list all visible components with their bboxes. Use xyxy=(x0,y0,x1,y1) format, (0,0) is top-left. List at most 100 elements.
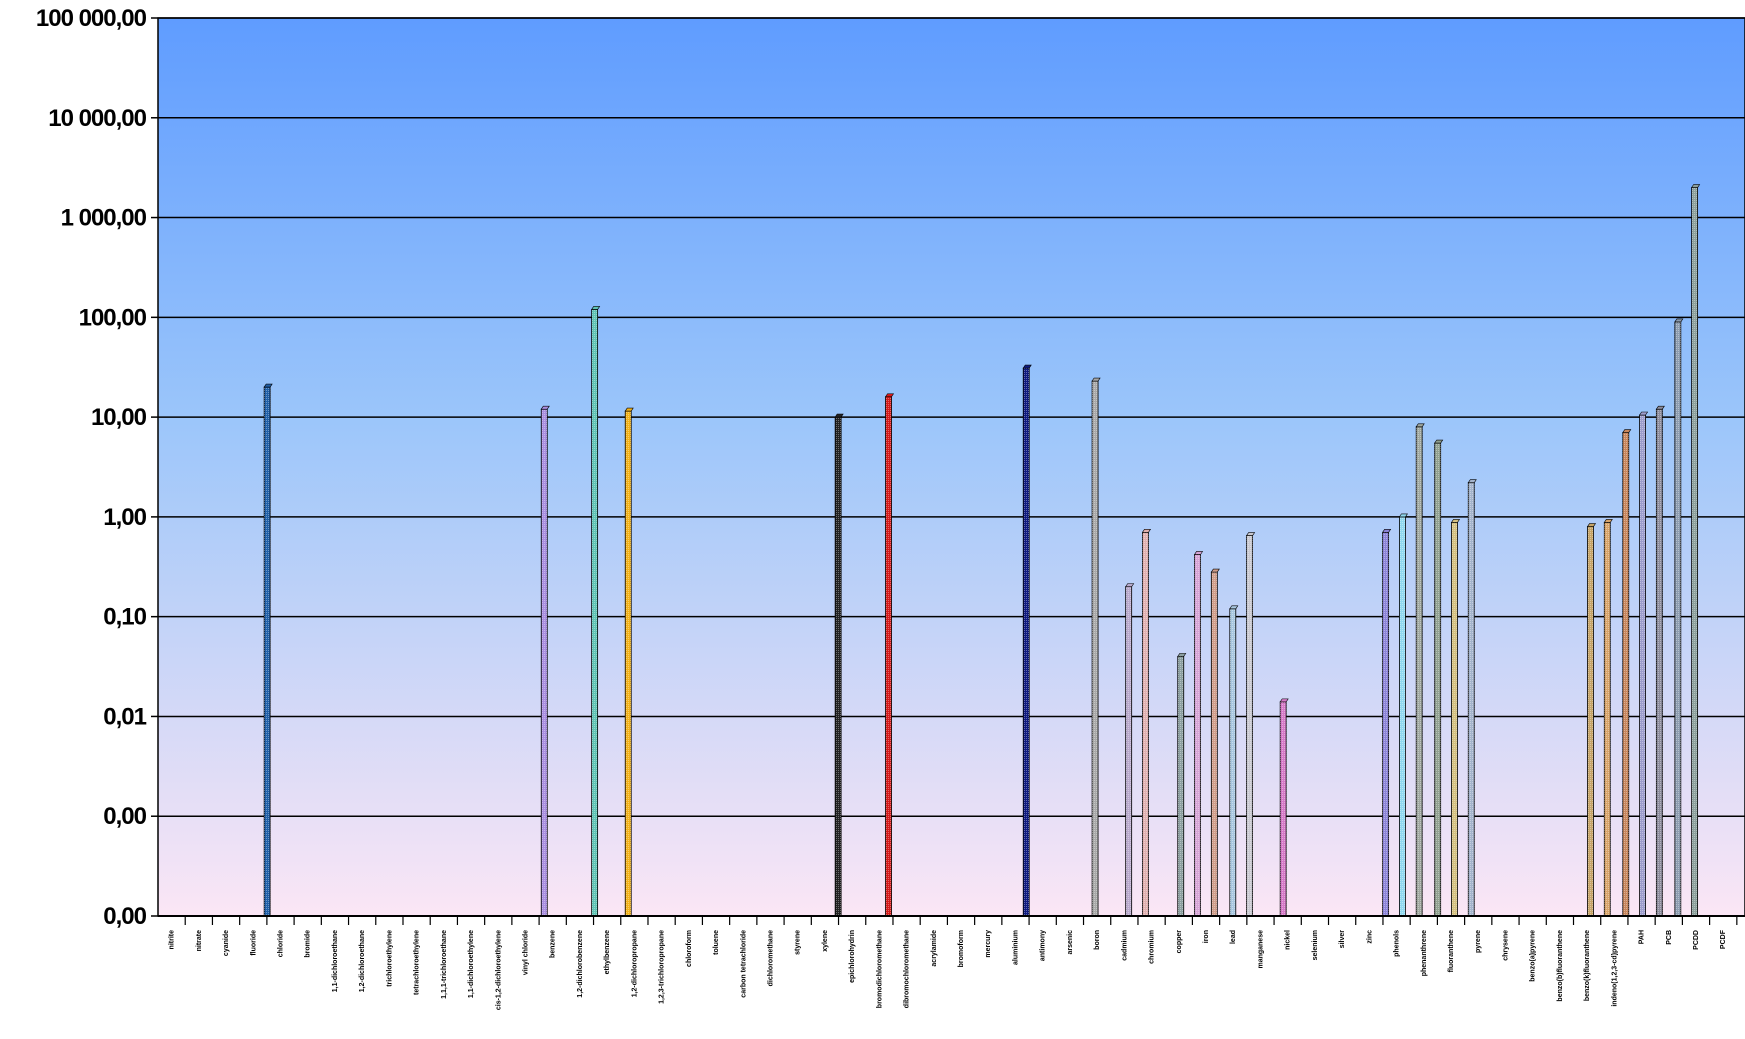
bar-cap xyxy=(1279,698,1289,703)
bar-pattern xyxy=(591,309,598,916)
x-tick-label: aluminium xyxy=(1012,930,1019,965)
bar-cap xyxy=(624,407,634,412)
x-tick-label: benzo(b)fluoranthene xyxy=(1557,930,1564,1002)
bar-pattern xyxy=(1451,522,1458,916)
x-tick-label: tetrachloroethylene xyxy=(414,930,421,995)
x-tick-label: fluoride xyxy=(250,930,257,956)
x-tick-label: styrene xyxy=(795,930,802,955)
x-tick-label: cis-1,2-dichloroethylene xyxy=(495,930,502,1010)
bar-pattern xyxy=(1604,522,1611,916)
bar-pattern xyxy=(264,387,271,916)
x-tick-label: PCDF xyxy=(1720,929,1727,949)
bar-pattern xyxy=(1211,572,1218,916)
x-tick-label: xylene xyxy=(822,930,829,952)
y-tick-label: 100,00 xyxy=(79,304,147,331)
x-tick-label: phenols xyxy=(1394,930,1401,957)
x-tick-label: bromoform xyxy=(958,930,965,967)
bar-pattern xyxy=(1229,608,1236,916)
bar-cap xyxy=(1091,377,1101,382)
x-tick-label: PCB xyxy=(1666,930,1673,945)
bar-cap xyxy=(1141,529,1152,533)
bar-cap xyxy=(1638,411,1649,416)
bar-cap xyxy=(263,383,273,388)
bars xyxy=(263,184,1701,917)
plot-area xyxy=(157,17,1745,917)
bar-cap xyxy=(1177,653,1187,657)
bar-pattern xyxy=(885,396,892,916)
y-tick-label: 1,00 xyxy=(103,504,146,531)
x-tick-label: toluene xyxy=(713,930,720,955)
y-tick-label: 0,01 xyxy=(103,703,146,730)
bar-cap xyxy=(1382,529,1392,533)
x-tick-label: phenanthrene xyxy=(1421,930,1428,976)
x-tick-label: 1,1-dichloroethylene xyxy=(468,930,475,998)
bar-pattern xyxy=(1434,443,1441,916)
x-tick-label: dibromochloromethane xyxy=(904,930,911,1008)
x-tick-label: zinc xyxy=(1366,930,1373,944)
x-tick-label: arsenic xyxy=(1067,930,1074,955)
x-tick-label: mercury xyxy=(985,930,992,958)
bar-pattern xyxy=(1246,535,1253,916)
x-axis: nitrite nitrate cyanide fluoride chloride bro… xyxy=(158,915,1745,1010)
bar-pattern xyxy=(1639,414,1646,916)
bar-pattern xyxy=(1125,586,1132,916)
bar-cap xyxy=(1674,318,1684,323)
x-tick-label: manganese xyxy=(1257,930,1264,969)
x-tick-label: chloroform xyxy=(686,930,693,967)
y-axis: 100 000,00 10 000,00 1 000,00 100,00 10,00 1,… xyxy=(36,5,158,930)
y-tick-label: 10,00 xyxy=(91,404,147,431)
x-tick-label: selenium xyxy=(1312,930,1319,960)
bar-cap xyxy=(1434,439,1444,444)
bar-pattern xyxy=(1416,426,1423,916)
bar-cap xyxy=(1586,523,1597,527)
bar-pattern xyxy=(1468,482,1475,916)
bar-cap xyxy=(1398,513,1408,518)
bar-cap xyxy=(1450,519,1461,523)
x-tick-label: indeno(1,2,3-cd)pyrene xyxy=(1611,930,1618,1007)
x-tick-label: epichlorohydrin xyxy=(849,930,856,983)
x-tick-label: lead xyxy=(1230,930,1237,944)
bar-cap xyxy=(884,393,895,398)
x-tick-label: nitrate xyxy=(196,930,203,952)
x-tick-label: copper xyxy=(1176,930,1183,954)
bar-pattern xyxy=(1142,532,1149,916)
x-tick-label: 1,1,1-trichloroethane xyxy=(441,930,448,999)
x-tick-label: benzene xyxy=(550,930,557,958)
x-tick-label: antimony xyxy=(1040,930,1047,961)
bar-pattern xyxy=(1194,554,1201,916)
bar-pattern xyxy=(835,417,842,916)
x-tick-label: vinyl chloride xyxy=(522,930,529,975)
x-tick-label: iron xyxy=(1203,930,1210,943)
x-tick-label: dichloromethane xyxy=(767,930,774,987)
bar-cap xyxy=(1229,605,1239,610)
bar-pattern xyxy=(541,409,548,916)
x-tick-label: PCDD xyxy=(1693,930,1700,950)
x-tick-label: cadmium xyxy=(1121,930,1128,961)
bar-pattern xyxy=(1674,321,1681,916)
bar-pattern xyxy=(1622,432,1629,916)
bar-pattern xyxy=(1092,381,1099,917)
bar-pattern xyxy=(1587,526,1594,916)
y-tick-label: 10 000,00 xyxy=(48,105,146,132)
x-tick-label: 1,2,3-trichloropropane xyxy=(659,930,666,1004)
bar-pattern xyxy=(1280,701,1287,916)
x-tick-label: cyanide xyxy=(223,930,230,956)
x-tick-label: silver xyxy=(1339,930,1346,949)
bar-cap xyxy=(1603,519,1613,523)
bar-cap xyxy=(1622,429,1632,433)
bar-cap xyxy=(540,405,550,410)
y-tick-label: 0,00 xyxy=(103,903,146,930)
bar-pattern xyxy=(1382,532,1389,916)
y-tick-label: 0,10 xyxy=(103,604,146,631)
x-tick-label: ethylbenzene xyxy=(604,930,611,974)
x-tick-label: chloride xyxy=(277,930,284,957)
bar-cap xyxy=(1193,551,1204,555)
bar-cap xyxy=(591,306,601,310)
x-tick-label: fluoranthene xyxy=(1448,930,1455,972)
x-tick-label: 1,1-dichloroethane xyxy=(332,930,339,992)
bar-cap xyxy=(1655,405,1665,410)
bar-pattern xyxy=(1023,368,1030,917)
y-tick-label: 1 000,00 xyxy=(61,205,147,232)
x-tick-label: 1,2-dichloropropane xyxy=(631,930,638,997)
x-tick-label: PAH xyxy=(1639,930,1646,944)
